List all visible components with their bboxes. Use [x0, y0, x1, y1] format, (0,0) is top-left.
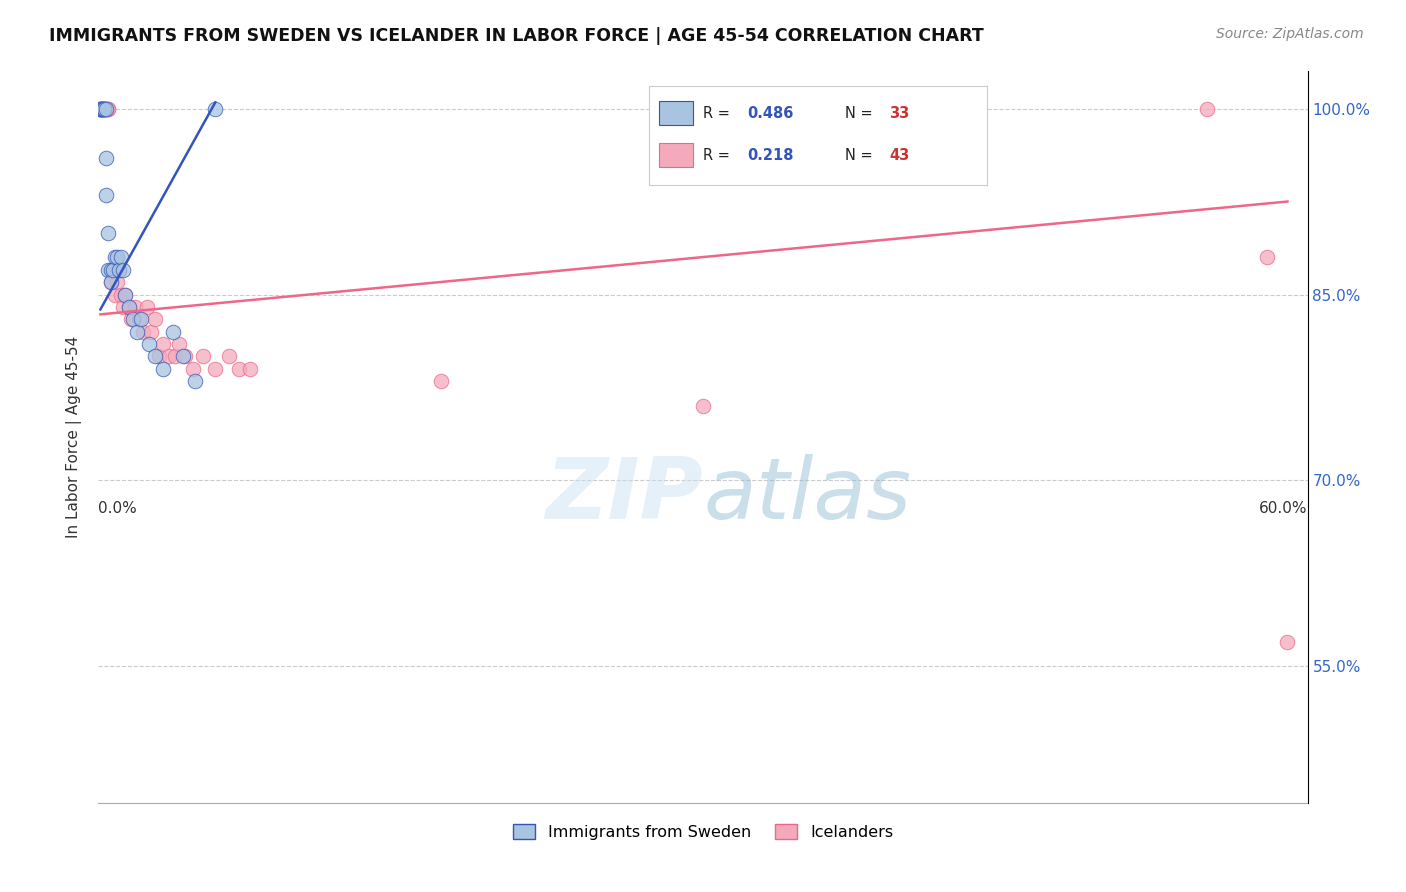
- Point: [105, 275, 128, 289]
- Point: [91, 102, 114, 116]
- Point: [204, 102, 226, 116]
- Point: [103, 287, 125, 301]
- Point: [100, 275, 122, 289]
- Point: [138, 337, 160, 351]
- Point: [193, 350, 215, 364]
- Point: [430, 374, 453, 388]
- Point: [152, 337, 174, 351]
- Point: [118, 300, 141, 314]
- Point: [101, 262, 124, 277]
- Point: [1277, 634, 1299, 648]
- Text: 60.0%: 60.0%: [1260, 501, 1308, 516]
- Point: [93, 102, 115, 116]
- Point: [1195, 102, 1218, 116]
- Point: [89, 102, 111, 116]
- Text: ZIP: ZIP: [546, 454, 703, 537]
- Point: [91, 102, 114, 116]
- Point: [89, 102, 111, 116]
- Point: [91, 102, 114, 116]
- Point: [93, 102, 115, 116]
- Point: [107, 262, 129, 277]
- Point: [148, 350, 170, 364]
- Point: [93, 102, 115, 116]
- Text: Source: ZipAtlas.com: Source: ZipAtlas.com: [1216, 27, 1364, 41]
- Point: [93, 102, 115, 116]
- Point: [228, 362, 250, 376]
- Point: [157, 350, 180, 364]
- Point: [218, 350, 240, 364]
- Point: [114, 287, 136, 301]
- Point: [96, 151, 118, 165]
- Point: [89, 102, 111, 116]
- Point: [93, 102, 115, 116]
- Point: [107, 262, 129, 277]
- Point: [135, 300, 157, 314]
- Point: [111, 262, 134, 277]
- Point: [97, 102, 120, 116]
- Point: [1256, 250, 1278, 264]
- Point: [125, 325, 148, 339]
- Point: [172, 350, 194, 364]
- Point: [139, 325, 162, 339]
- Y-axis label: In Labor Force | Age 45-54: In Labor Force | Age 45-54: [66, 336, 83, 538]
- Point: [97, 226, 120, 240]
- Point: [143, 312, 166, 326]
- Point: [174, 350, 197, 364]
- Point: [105, 250, 128, 264]
- Point: [97, 102, 120, 116]
- Point: [129, 312, 152, 326]
- Point: [101, 262, 124, 277]
- Point: [91, 102, 114, 116]
- Point: [143, 350, 166, 364]
- Point: [111, 300, 134, 314]
- Point: [167, 337, 190, 351]
- Point: [162, 325, 184, 339]
- Text: 0.0%: 0.0%: [98, 501, 138, 516]
- Point: [97, 262, 120, 277]
- Point: [239, 362, 262, 376]
- Point: [103, 250, 125, 264]
- Point: [110, 250, 132, 264]
- Point: [204, 362, 226, 376]
- Point: [163, 350, 186, 364]
- Point: [132, 325, 155, 339]
- Point: [184, 374, 207, 388]
- Point: [124, 300, 146, 314]
- Text: IMMIGRANTS FROM SWEDEN VS ICELANDER IN LABOR FORCE | AGE 45-54 CORRELATION CHART: IMMIGRANTS FROM SWEDEN VS ICELANDER IN L…: [49, 27, 984, 45]
- Point: [96, 102, 118, 116]
- Point: [110, 287, 132, 301]
- Point: [128, 312, 150, 326]
- Legend: Immigrants from Sweden, Icelanders: Immigrants from Sweden, Icelanders: [506, 817, 900, 846]
- Text: atlas: atlas: [703, 454, 911, 537]
- Point: [692, 399, 714, 413]
- Point: [152, 362, 174, 376]
- Point: [96, 102, 118, 116]
- Point: [96, 102, 118, 116]
- Point: [89, 102, 111, 116]
- Point: [114, 287, 136, 301]
- Point: [100, 262, 122, 277]
- Point: [96, 188, 118, 202]
- Point: [118, 300, 141, 314]
- Point: [91, 102, 114, 116]
- Point: [181, 362, 204, 376]
- Point: [100, 275, 122, 289]
- Point: [120, 312, 142, 326]
- Point: [121, 312, 143, 326]
